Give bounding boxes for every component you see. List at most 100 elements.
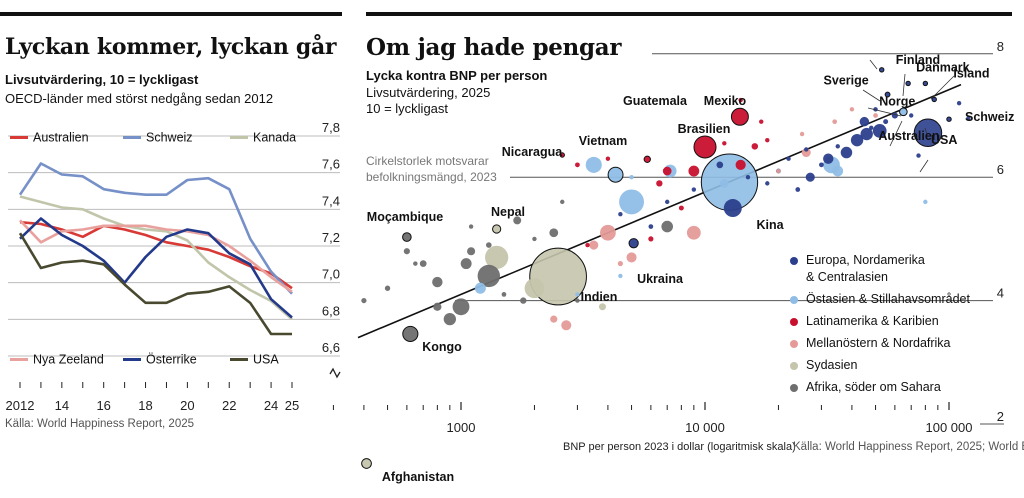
legend-dot bbox=[790, 256, 798, 265]
data-point bbox=[575, 298, 580, 303]
right-y-tick-label: 6 bbox=[997, 162, 1004, 177]
left-x-tick-label: 24 bbox=[264, 398, 278, 413]
legend-swatch bbox=[123, 136, 141, 140]
legend-item-australien: Australien bbox=[10, 130, 89, 145]
right-x-tick-label: 10 000 bbox=[685, 420, 725, 435]
left-grid bbox=[8, 135, 340, 357]
legend-label: Sydasien bbox=[806, 358, 858, 372]
left-y-tick-label: 6,6 bbox=[322, 340, 340, 355]
left-chart-subtitle: OECD-länder med störst nedgång sedan 201… bbox=[5, 91, 274, 106]
point-guatemala bbox=[643, 155, 651, 163]
point-australien bbox=[899, 107, 908, 117]
data-point bbox=[805, 172, 815, 182]
label-guatemala: Guatemala bbox=[623, 94, 688, 108]
data-point bbox=[722, 141, 727, 146]
label-vietnam: Vietnam bbox=[579, 134, 627, 148]
label-norge: Norge bbox=[879, 94, 915, 108]
left-lines bbox=[18, 162, 293, 336]
size-note-line1: Cirkelstorlek motsvarar bbox=[366, 154, 489, 168]
data-point bbox=[575, 292, 580, 297]
left-chart-title: Lyckan kommer, lyckan går bbox=[5, 34, 337, 60]
data-point bbox=[859, 116, 870, 127]
point-schweiz bbox=[946, 116, 952, 122]
data-point bbox=[452, 298, 470, 316]
data-point bbox=[520, 297, 527, 304]
legend-item-kanada: Kanada bbox=[230, 130, 296, 145]
data-point bbox=[629, 175, 634, 180]
data-point bbox=[384, 285, 391, 291]
left-x-tick-labels: 2012 14 16 18 20 22 24 25 bbox=[6, 382, 299, 413]
data-point bbox=[860, 127, 873, 141]
data-point bbox=[801, 148, 811, 158]
data-point bbox=[600, 224, 616, 241]
data-point bbox=[585, 156, 602, 173]
right-x-axis: 1000 10 000 100 000 bbox=[332, 402, 973, 435]
point-finland bbox=[879, 67, 885, 73]
data-point bbox=[662, 166, 672, 176]
left-y-tick-label: 7,0 bbox=[322, 267, 340, 282]
data-point bbox=[617, 260, 623, 267]
data-point bbox=[916, 153, 921, 158]
legend-dot bbox=[790, 317, 798, 326]
data-point bbox=[678, 205, 684, 211]
data-point bbox=[501, 292, 507, 297]
data-point bbox=[549, 228, 559, 238]
label-ukraina: Ukraina bbox=[637, 272, 684, 286]
legend-label: Latinamerika & Karibien bbox=[806, 314, 939, 328]
data-point bbox=[432, 276, 443, 288]
left-x-tick-label: 18 bbox=[138, 398, 152, 413]
label-kina: Kina bbox=[756, 218, 784, 232]
data-point bbox=[485, 245, 509, 270]
legend-swatch bbox=[10, 358, 28, 362]
data-point bbox=[819, 162, 824, 168]
data-point bbox=[513, 216, 522, 225]
point-vietnam bbox=[607, 166, 624, 183]
data-point bbox=[361, 298, 367, 304]
right-y-tick-label: 2 bbox=[997, 409, 1004, 424]
data-point bbox=[691, 187, 697, 192]
label-australien: Australien bbox=[878, 129, 939, 143]
point-nepal bbox=[492, 224, 502, 234]
data-point bbox=[403, 248, 410, 255]
label-island: Island bbox=[953, 66, 989, 80]
data-point bbox=[532, 236, 537, 242]
legend-item-sydasien: Sydasien bbox=[790, 358, 857, 372]
data-point bbox=[413, 261, 418, 266]
legend-item-osterrike: Österrike bbox=[123, 352, 197, 367]
point-kongo bbox=[402, 325, 419, 342]
right-y-tick-label: 4 bbox=[997, 286, 1004, 301]
leader-line bbox=[889, 120, 903, 147]
point-ukraina bbox=[628, 238, 639, 249]
data-point bbox=[719, 178, 729, 188]
leader-line bbox=[902, 73, 906, 97]
legend-swatch bbox=[230, 136, 248, 140]
data-point bbox=[468, 224, 474, 229]
left-x-tick-label: 16 bbox=[96, 398, 110, 413]
data-point bbox=[575, 162, 580, 168]
data-point bbox=[585, 242, 590, 248]
legend-label: Australien bbox=[33, 130, 89, 145]
legend-label: Nya Zeeland bbox=[33, 352, 104, 367]
leader-line bbox=[869, 59, 878, 70]
data-point bbox=[477, 264, 501, 288]
data-point bbox=[966, 116, 971, 121]
right-leader-lines bbox=[862, 59, 955, 173]
right-trend-line bbox=[357, 83, 962, 339]
legend-swatch bbox=[10, 136, 28, 140]
data-point bbox=[872, 124, 887, 138]
left-line-chart: 7,8 7,6 7,4 7,2 7,0 6,8 6,6 2012 14 16 18 20 22 24 25 bbox=[6, 120, 341, 413]
data-point bbox=[665, 199, 670, 205]
label-nepal: Nepal bbox=[491, 205, 525, 219]
leader-line bbox=[919, 159, 929, 173]
data-point bbox=[598, 303, 606, 311]
legend-label: Östasien & Stillahavsområdet bbox=[806, 292, 970, 306]
data-point bbox=[751, 143, 759, 150]
legend-dot bbox=[790, 361, 798, 370]
legend-item-usa: USA bbox=[230, 352, 279, 367]
label-mocambique: Moçambique bbox=[367, 210, 443, 224]
legend-label: & Centralasien bbox=[806, 270, 888, 284]
legend-dot bbox=[790, 274, 798, 282]
left-y-tick-label: 7,6 bbox=[322, 157, 340, 172]
data-point bbox=[589, 240, 599, 250]
